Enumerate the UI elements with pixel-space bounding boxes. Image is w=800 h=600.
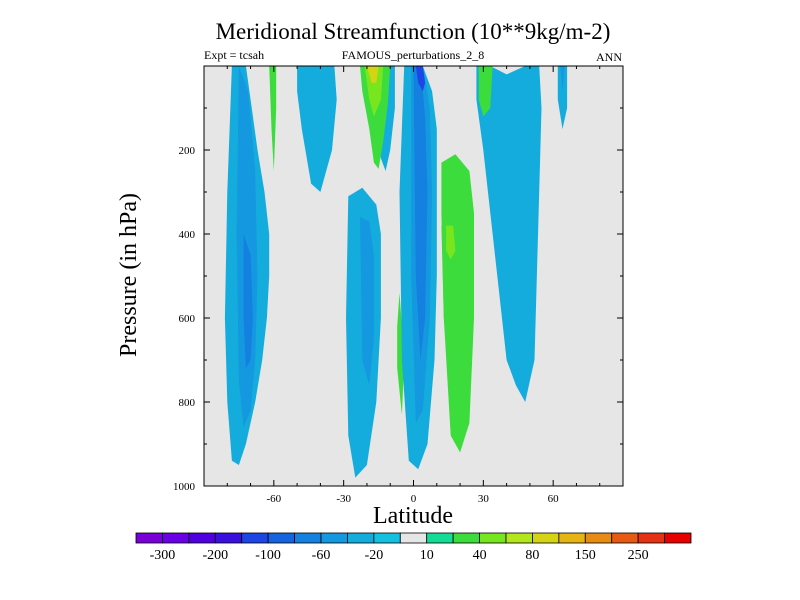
chart-title: Meridional Streamfunction (10**9kg/m-2)	[216, 19, 611, 44]
cell-jet-green	[360, 66, 391, 169]
colorbar-label: -300	[150, 548, 176, 563]
colorbar-swatch	[399, 532, 428, 544]
y-tick-label: 200	[179, 145, 196, 157]
colorbar-label: 150	[575, 548, 596, 563]
cell-sh-upper-strip	[269, 66, 277, 171]
colorbar-swatch	[214, 532, 243, 544]
y-tick-label: 1000	[173, 481, 196, 493]
contour-fills	[224, 66, 568, 478]
colorbar-swatch	[320, 532, 348, 544]
cell-sh-deep-center	[243, 234, 253, 369]
colorbar-swatch	[373, 532, 401, 544]
colorbar-swatch	[637, 532, 665, 544]
plot-area: -60 -30 0 30 60 200 400 600 800 1000	[173, 65, 624, 505]
colorbar-label: 10	[420, 548, 434, 563]
subtitle-run: FAMOUS_perturbations_2_8	[342, 48, 484, 62]
colorbar-swatch	[188, 532, 216, 544]
axis-ticks: -60 -30 0 30 60 200 400 600 800 1000	[173, 66, 623, 505]
colorbar-swatch	[611, 532, 639, 544]
x-axis-label: Latitude	[373, 503, 453, 529]
colorbar: -300 -200 -100 -60 -20 10 40 80 150 250	[135, 532, 692, 563]
colorbar-swatch	[294, 532, 322, 544]
x-tick-label: 30	[478, 493, 490, 505]
x-tick-label: -60	[266, 493, 281, 505]
x-tick-label: -30	[336, 493, 351, 505]
colorbar-swatch	[426, 532, 454, 544]
cell-nh-trop-east	[476, 66, 542, 402]
y-axis-label: Pressure (in hPa)	[116, 193, 142, 357]
y-tick-label: 600	[179, 313, 196, 325]
cell-nh-lime	[446, 225, 456, 260]
cell-equator-strip	[397, 292, 405, 415]
cell-equator-deep	[413, 66, 428, 360]
colorbar-label: 80	[525, 548, 539, 563]
colorbar-label: 40	[473, 548, 487, 563]
colorbar-swatch	[452, 532, 480, 544]
colorbar-label: 250	[628, 548, 649, 563]
colorbar-swatch	[558, 532, 586, 544]
colorbar-swatch	[135, 532, 163, 544]
colorbar-swatch	[584, 532, 613, 544]
cell-nh-trop-green	[478, 66, 493, 117]
x-tick-label: 60	[548, 493, 560, 505]
colorbar-label: -200	[202, 548, 228, 563]
cell-equator-top	[415, 66, 426, 92]
y-tick-label: 400	[179, 229, 196, 241]
colorbar-swatch	[267, 532, 295, 544]
cell-nh-polar	[557, 66, 568, 129]
colorbar-swatch	[532, 532, 560, 544]
colorbar-swatch	[479, 532, 507, 544]
cell-jet-lime	[364, 66, 384, 117]
colorbar-swatch	[162, 532, 190, 544]
x-tick-label: 0	[411, 493, 417, 505]
colorbar-swatch	[347, 532, 375, 544]
colorbar-label: -100	[255, 548, 281, 563]
cell-nh-polar-core	[560, 66, 565, 92]
cell-sh-upper-mid	[297, 66, 337, 192]
cell-jet-yellow	[366, 66, 379, 83]
cell-mid-trop-core	[360, 217, 374, 386]
colorbar-swatch	[664, 532, 692, 544]
y-tick-label: 800	[179, 397, 196, 409]
subtitle-season: ANN	[596, 50, 622, 64]
colorbar-swatch	[505, 532, 533, 544]
subtitle-experiment: Expt = tcsah	[204, 48, 264, 62]
colorbar-swatch	[241, 532, 269, 544]
cell-nh-green-core	[441, 225, 465, 402]
colorbar-label: -60	[312, 548, 331, 563]
colorbar-label: -20	[365, 548, 384, 563]
